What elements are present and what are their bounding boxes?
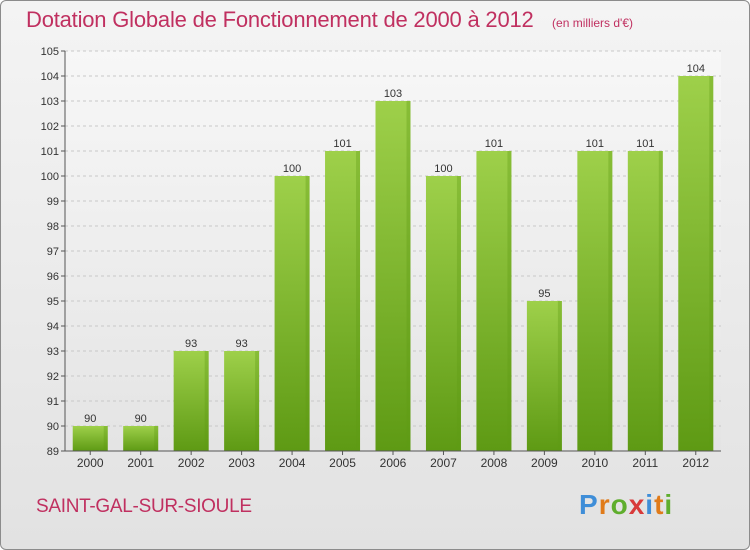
bar bbox=[375, 101, 411, 451]
x-tick-label: 2009 bbox=[531, 456, 558, 470]
bar-value-label: 104 bbox=[687, 63, 705, 75]
bar bbox=[577, 151, 613, 451]
y-tick-label: 92 bbox=[47, 371, 59, 383]
x-tick-label: 2008 bbox=[481, 456, 508, 470]
bar-value-label: 93 bbox=[235, 338, 247, 350]
bar bbox=[72, 426, 108, 451]
y-tick-label: 97 bbox=[47, 246, 59, 258]
bar-shade bbox=[103, 426, 108, 451]
logo-letter: x bbox=[628, 489, 646, 520]
bar bbox=[325, 151, 361, 451]
bar-shade bbox=[305, 176, 310, 451]
bar bbox=[173, 351, 209, 451]
x-tick-label: 2000 bbox=[77, 456, 104, 470]
bar-shade bbox=[456, 176, 461, 451]
proxiti-logo: Proxiti bbox=[579, 489, 673, 521]
y-tick-label: 98 bbox=[47, 221, 59, 233]
bar-value-label: 95 bbox=[538, 288, 550, 300]
y-tick-label: 94 bbox=[47, 321, 59, 333]
bar-shade bbox=[154, 426, 159, 451]
logo-letter: t bbox=[654, 489, 665, 520]
x-tick-label: 2006 bbox=[380, 456, 407, 470]
y-tick-label: 93 bbox=[47, 346, 59, 358]
bar bbox=[425, 176, 461, 451]
x-tick-label: 2001 bbox=[127, 456, 154, 470]
bar-shade bbox=[608, 151, 613, 451]
bar bbox=[526, 301, 562, 451]
logo-letter: o bbox=[610, 489, 629, 520]
bar-shade bbox=[507, 151, 512, 451]
bar-value-label: 100 bbox=[434, 163, 452, 175]
logo-letter: P bbox=[579, 489, 599, 520]
bar bbox=[274, 176, 310, 451]
bar-value-label: 101 bbox=[333, 138, 351, 150]
bar-value-label: 101 bbox=[485, 138, 503, 150]
bar-value-label: 93 bbox=[185, 338, 197, 350]
y-tick-label: 99 bbox=[47, 196, 59, 208]
y-tick-label: 95 bbox=[47, 296, 59, 308]
y-tick-label: 102 bbox=[41, 121, 59, 133]
logo-letter: i bbox=[645, 489, 655, 520]
y-tick-label: 103 bbox=[41, 96, 59, 108]
bar-value-label: 90 bbox=[84, 413, 96, 425]
bar-value-label: 101 bbox=[586, 138, 604, 150]
bar-shade bbox=[356, 151, 361, 451]
bar-value-label: 101 bbox=[636, 138, 654, 150]
bar-value-label: 103 bbox=[384, 88, 402, 100]
bar-shade bbox=[255, 351, 260, 451]
bar bbox=[123, 426, 159, 451]
x-tick-label: 2004 bbox=[279, 456, 306, 470]
y-tick-label: 90 bbox=[47, 421, 59, 433]
x-tick-label: 2005 bbox=[329, 456, 356, 470]
bar bbox=[224, 351, 260, 451]
x-tick-label: 2007 bbox=[430, 456, 457, 470]
y-tick-label: 91 bbox=[47, 396, 59, 408]
chart-subtitle: (en milliers d'€) bbox=[552, 16, 634, 30]
y-tick-label: 96 bbox=[47, 271, 59, 283]
x-tick-label: 2010 bbox=[581, 456, 608, 470]
x-tick-label: 2012 bbox=[682, 456, 709, 470]
chart-title: Dotation Globale de Fonctionnement de 20… bbox=[26, 7, 534, 32]
x-tick-label: 2011 bbox=[632, 456, 658, 470]
bar bbox=[678, 76, 714, 451]
commune-name: SAINT-GAL-SUR-SIOULE bbox=[36, 496, 252, 517]
bar-shade bbox=[709, 76, 714, 451]
bar-shade bbox=[557, 301, 562, 451]
y-tick-label: 100 bbox=[41, 171, 59, 183]
logo-letter: r bbox=[598, 489, 611, 520]
bar bbox=[627, 151, 663, 451]
title-row: Dotation Globale de Fonctionnement de 20… bbox=[26, 7, 633, 33]
bar-shade bbox=[406, 101, 411, 451]
bar-value-label: 100 bbox=[283, 163, 301, 175]
bar bbox=[476, 151, 512, 451]
y-tick-label: 105 bbox=[41, 46, 59, 58]
y-tick-label: 104 bbox=[41, 71, 59, 83]
bar-shade bbox=[204, 351, 209, 451]
y-tick-label: 101 bbox=[41, 146, 59, 158]
logo-letter: i bbox=[664, 489, 674, 520]
bar-shade bbox=[658, 151, 663, 451]
bar-value-label: 90 bbox=[135, 413, 147, 425]
x-tick-label: 2003 bbox=[228, 456, 255, 470]
x-tick-label: 2002 bbox=[178, 456, 205, 470]
y-tick-label: 89 bbox=[47, 446, 59, 458]
